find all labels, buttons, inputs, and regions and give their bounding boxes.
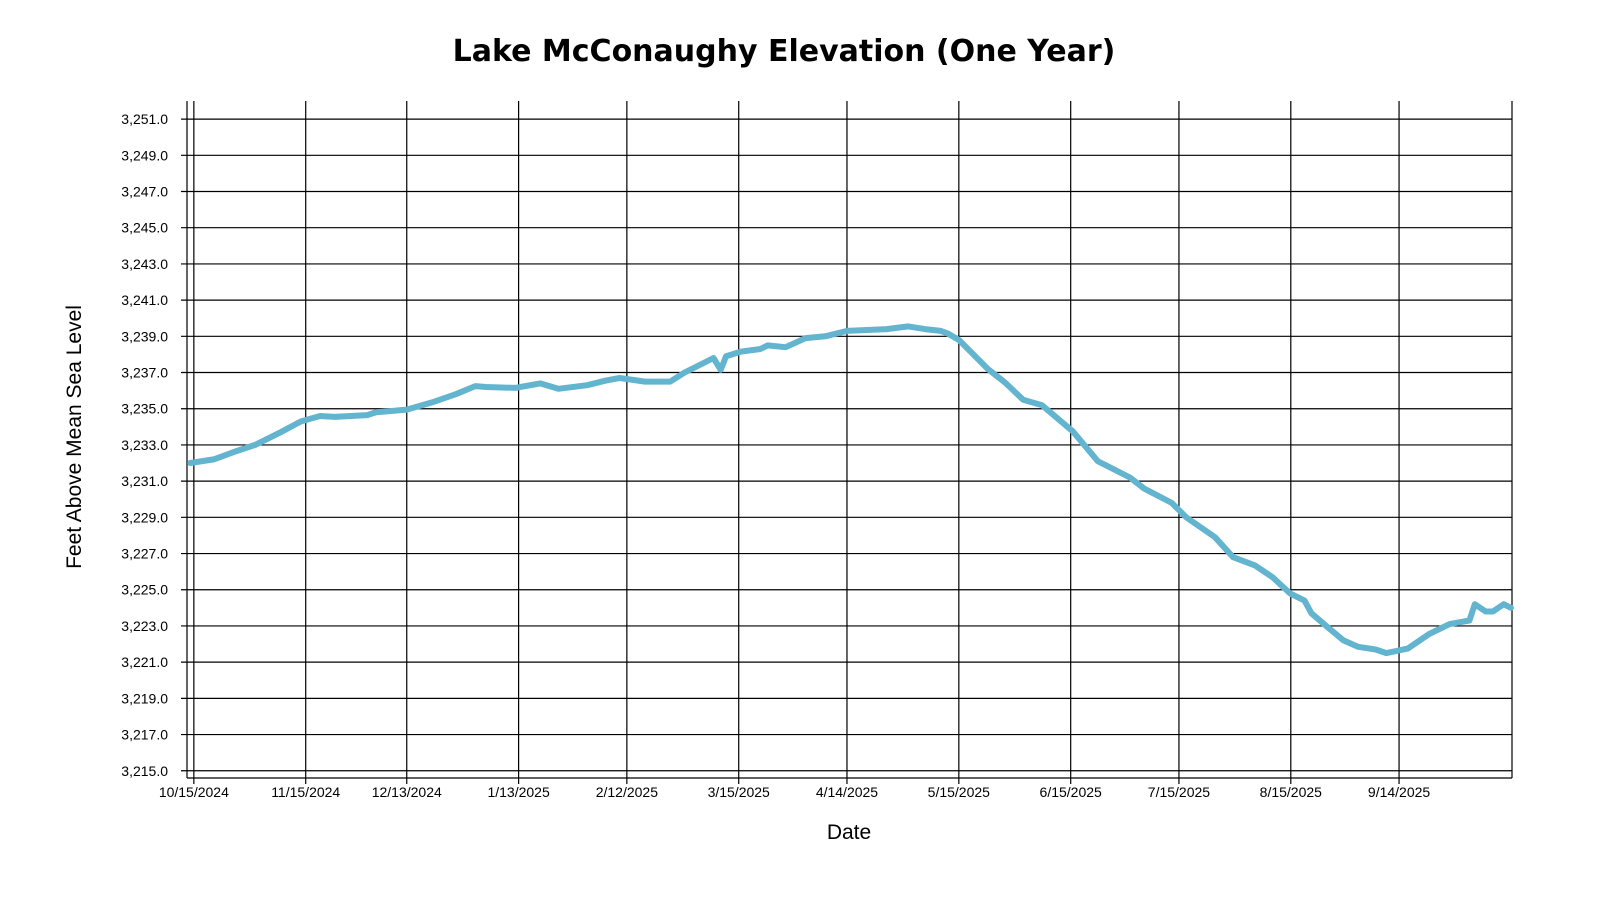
elevation-line	[187, 323, 1514, 657]
y-tick-label: 3,251.0	[121, 111, 168, 127]
x-tick-label: 12/13/2024	[372, 784, 442, 800]
y-tick-label: 3,215.0	[121, 763, 168, 779]
y-tick-label: 3,241.0	[121, 292, 168, 308]
x-tick-label: 3/15/2025	[708, 784, 770, 800]
y-tick-label: 3,237.0	[121, 365, 168, 381]
y-axis-title: Feet Above Mean Sea Level	[63, 305, 86, 569]
grid	[181, 101, 1513, 784]
x-tick-label: 4/14/2025	[816, 784, 878, 800]
chart-title: Lake McConaughy Elevation (One Year)	[453, 34, 1116, 69]
y-tick-label: 3,235.0	[121, 401, 168, 417]
y-tick-label: 3,231.0	[121, 473, 168, 489]
x-tick-label: 6/15/2025	[1040, 784, 1102, 800]
x-axis: 10/15/2024 11/15/2024 12/13/2024 1/13/2025 2…	[159, 784, 1431, 800]
y-tick-label: 3,219.0	[121, 690, 168, 706]
x-tick-label: 5/15/2025	[928, 784, 990, 800]
x-tick-label: 2/12/2025	[596, 784, 658, 800]
y-tick-label: 3,233.0	[121, 437, 168, 453]
y-tick-label: 3,245.0	[121, 220, 168, 236]
y-tick-label: 3,239.0	[121, 328, 168, 344]
y-tick-label: 3,227.0	[121, 546, 168, 562]
y-axis: 3,215.0 3,217.0 3,219.0 3,221.0 3,223.0 3,225…	[121, 111, 168, 779]
x-tick-label: 10/15/2024	[159, 784, 229, 800]
x-tick-label: 11/15/2024	[271, 784, 340, 800]
series-layer	[187, 323, 1514, 657]
x-axis-title: Date	[827, 821, 871, 844]
x-tick-label: 1/13/2025	[487, 784, 549, 800]
y-tick-label: 3,229.0	[121, 509, 168, 525]
y-tick-label: 3,217.0	[121, 727, 168, 743]
x-tick-label: 8/15/2025	[1260, 784, 1322, 800]
y-tick-label: 3,221.0	[121, 654, 168, 670]
y-tick-label: 3,225.0	[121, 582, 168, 598]
y-tick-label: 3,243.0	[121, 256, 168, 272]
y-tick-label: 3,223.0	[121, 618, 168, 634]
y-tick-label: 3,247.0	[121, 184, 168, 200]
x-tick-label: 9/14/2025	[1368, 784, 1430, 800]
x-tick-label: 7/15/2025	[1148, 784, 1210, 800]
y-tick-label: 3,249.0	[121, 147, 168, 163]
